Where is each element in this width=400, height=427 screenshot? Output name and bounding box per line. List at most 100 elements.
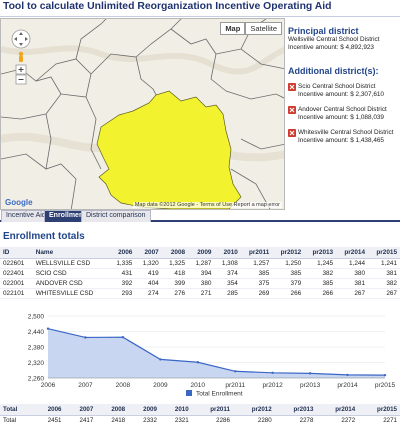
tab-bar: Incentive Aid Enrollment District compar…	[0, 210, 400, 222]
data-point	[196, 361, 199, 364]
table-cell: 1,257	[240, 258, 273, 269]
table-row[interactable]: 022001 ANDOVER CSD 392 404 399 380 354 375 379 38…	[0, 278, 400, 289]
table-cell: 267	[336, 288, 369, 299]
column-header: pr2011	[191, 404, 233, 416]
table-cell: 269	[240, 288, 273, 299]
column-header[interactable]: 2009	[188, 247, 215, 259]
table-cell: 379	[272, 278, 305, 289]
table-cell: 266	[272, 288, 305, 299]
table-cell: 404	[135, 278, 162, 289]
column-header[interactable]: pr2012	[272, 247, 305, 259]
table-cell: 354	[214, 278, 241, 289]
table-cell: 022001	[0, 278, 33, 289]
table-row[interactable]: 022101 WHITESVILLE CSD 293 274 276 271 285 269 2…	[0, 288, 400, 299]
table-cell: 1,320	[135, 258, 162, 269]
table-cell: 1,308	[214, 258, 241, 269]
table-header-row: ID Name 2006 2007 2008 2009 2010 pr2011 …	[0, 247, 400, 259]
data-point	[46, 327, 50, 330]
table-cell: 419	[135, 268, 162, 279]
x-tick-label: pr2012	[263, 382, 284, 389]
table-cell: WELLSVILLE CSD	[32, 258, 109, 269]
column-header[interactable]: pr2013	[304, 247, 337, 259]
district-map[interactable]: Map Satellite Google Map data ©2012 Goog…	[0, 18, 285, 210]
column-header[interactable]: 2006	[108, 247, 136, 259]
data-point	[308, 372, 312, 375]
column-header: pr2013	[274, 404, 317, 416]
zoom-out-icon[interactable]	[15, 74, 27, 85]
principal-district-heading: Principal district	[288, 26, 359, 36]
additional-district-aid: Incentive amount: $ 1,438,465	[298, 137, 384, 144]
table-cell: 2451	[47, 417, 62, 424]
table-cell: 267	[368, 288, 400, 299]
table-cell: 392	[108, 278, 136, 289]
table-cell: 385	[240, 268, 273, 279]
merged-districts-area[interactable]	[96, 90, 242, 209]
table-cell: 382	[304, 268, 337, 279]
x-tick-label: 2007	[78, 382, 93, 389]
table-cell: 285	[214, 288, 241, 299]
table-cell: 381	[336, 278, 369, 289]
table-cell: 276	[161, 288, 189, 299]
column-header: 2009	[128, 404, 160, 416]
table-cell: 2321	[174, 417, 189, 424]
x-tick-label: 2010	[191, 382, 206, 389]
data-point	[271, 371, 274, 375]
map-attribution[interactable]: Map data ©2012 Google - Terms of Use Rep…	[132, 202, 282, 208]
y-tick-label: 2,260	[28, 376, 45, 383]
remove-district-icon[interactable]	[288, 106, 296, 114]
zoom-in-icon[interactable]	[15, 64, 27, 75]
series-area	[48, 328, 385, 378]
table-row[interactable]: 022601 WELLSVILLE CSD 1,335 1,320 1,325 1,287…	[0, 258, 400, 269]
remove-district-icon[interactable]	[288, 129, 296, 137]
table-cell: 1,241	[368, 258, 400, 269]
table-cell: SCIO CSD	[32, 268, 109, 279]
pan-control-icon[interactable]	[11, 29, 31, 49]
pegman-icon[interactable]	[18, 51, 24, 62]
tab-district-comparison[interactable]: District comparison	[81, 210, 151, 222]
column-header[interactable]: 2007	[135, 247, 162, 259]
map-type-map-button[interactable]: Map	[220, 22, 246, 35]
page-title: Tool to calculate Unlimited Reorganizati…	[3, 1, 332, 12]
principal-district-name: Wellsville Central School District	[288, 36, 380, 43]
table-cell: 382	[368, 278, 400, 289]
legend-swatch	[186, 390, 192, 396]
table-cell: 380	[336, 268, 369, 279]
map-canvas[interactable]	[1, 19, 285, 210]
map-type-toggle: Map Satellite	[220, 22, 282, 35]
additional-districts-heading: Additional district(s):	[288, 66, 379, 76]
column-header[interactable]: 2010	[214, 247, 241, 259]
column-header: Total	[0, 404, 33, 416]
table-cell: 1,245	[304, 258, 337, 269]
column-header[interactable]: pr2015	[368, 247, 400, 259]
table-cell: 293	[108, 288, 136, 299]
column-header[interactable]: pr2011	[240, 247, 273, 259]
enrollment-chart: 2,500 2,440 2,380 2,320 2,260 2006 2007 2008 200…	[0, 308, 400, 404]
google-logo[interactable]: Google	[5, 198, 33, 207]
column-header: 2010	[159, 404, 192, 416]
table-row: Total 2451 2417 2418 2332 2321 2286 2280 2278 227…	[0, 416, 400, 426]
remove-district-icon[interactable]	[288, 83, 296, 91]
data-point	[383, 373, 387, 377]
table-cell: 266	[304, 288, 337, 299]
district-info-panel: Principal district Wellsville Central Sc…	[288, 18, 400, 210]
app-header: Tool to calculate Unlimited Reorganizati…	[0, 0, 400, 17]
table-cell: 1,287	[188, 258, 215, 269]
column-header[interactable]: 2008	[161, 247, 189, 259]
column-header[interactable]: Name	[32, 247, 109, 259]
table-cell: 418	[161, 268, 189, 279]
column-header: 2007	[64, 404, 97, 416]
map-type-satellite-button[interactable]: Satellite	[245, 22, 282, 35]
table-cell: 022601	[0, 258, 33, 269]
table-cell: 1,250	[272, 258, 305, 269]
principal-district-aid: Incentive amount: $ 4,892,923	[288, 44, 374, 51]
column-header[interactable]: ID	[0, 247, 33, 259]
table-cell: 374	[214, 268, 241, 279]
table-row[interactable]: 022401 SCIO CSD 431 419 418 394 374 385 385 382 38…	[0, 268, 400, 279]
table-cell: 2286	[216, 417, 230, 424]
column-header[interactable]: pr2014	[336, 247, 369, 259]
table-cell: 2417	[79, 417, 94, 424]
additional-district-name: Andover Central School District	[298, 106, 387, 113]
x-tick-label: pr2013	[300, 382, 321, 389]
table-cell: 2418	[111, 417, 126, 424]
